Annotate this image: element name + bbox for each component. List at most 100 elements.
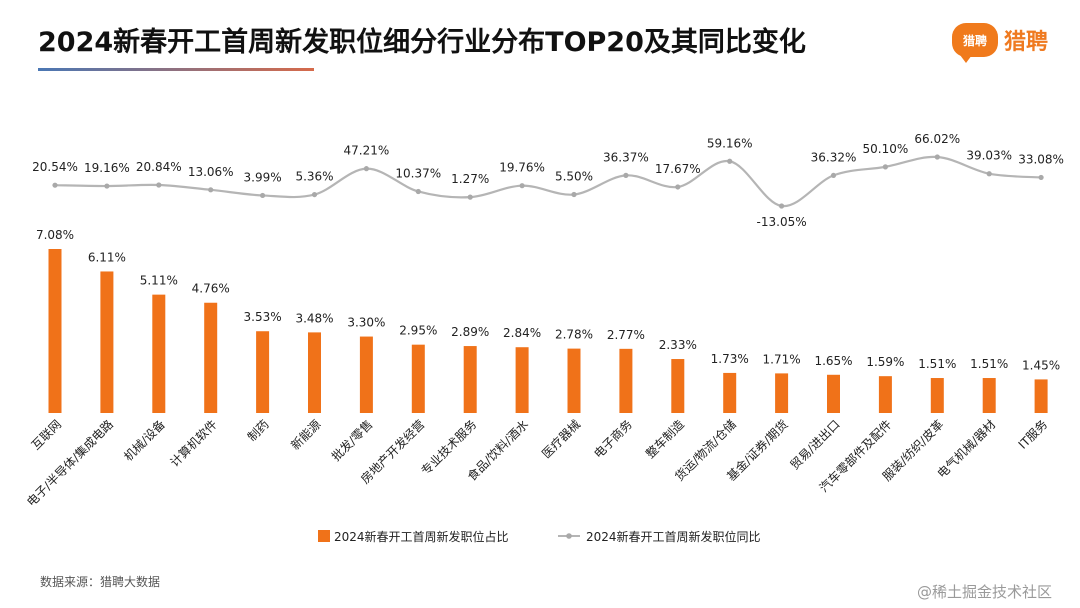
bar-value-label: 3.30% bbox=[347, 316, 385, 330]
yoy-value-label: 47.21% bbox=[344, 144, 390, 158]
yoy-value-label: 13.06% bbox=[188, 165, 234, 179]
logo-text: 猎聘 bbox=[1004, 30, 1049, 55]
legend-bar-swatch bbox=[318, 530, 330, 542]
yoy-value-label: 66.02% bbox=[914, 132, 960, 146]
yoy-value-label: 50.10% bbox=[863, 142, 909, 156]
yoy-point bbox=[727, 158, 733, 164]
bar-value-label: 1.65% bbox=[814, 354, 852, 368]
yoy-point bbox=[208, 187, 214, 193]
bar bbox=[256, 331, 270, 413]
bar-value-label: 2.78% bbox=[555, 328, 593, 342]
yoy-value-label: 19.16% bbox=[84, 161, 130, 175]
yoy-point bbox=[156, 182, 162, 188]
category-label: 整车制造 bbox=[642, 417, 687, 462]
yoy-point bbox=[986, 171, 992, 177]
line-layer: 20.54% 19.16% 20.84% 13.06% 3.99% 5.36% 47.21%… bbox=[32, 132, 1064, 229]
yoy-value-label: 33.08% bbox=[1018, 152, 1064, 166]
yoy-point bbox=[830, 172, 837, 179]
bar bbox=[1034, 379, 1048, 413]
yoy-point bbox=[363, 166, 369, 172]
bar-value-label: 1.51% bbox=[918, 357, 956, 371]
bar bbox=[567, 348, 581, 413]
bar bbox=[152, 294, 166, 413]
bar bbox=[723, 372, 737, 413]
yoy-value-label: 5.36% bbox=[295, 170, 333, 184]
yoy-value-label: 39.03% bbox=[966, 149, 1012, 163]
category-label: 电子商务 bbox=[590, 417, 635, 462]
bar bbox=[827, 374, 840, 413]
yoy-value-label: 20.84% bbox=[136, 160, 182, 174]
legend-line-label: 2024新春开工首周新发职位同比 bbox=[586, 529, 761, 544]
category-label: 制药 bbox=[245, 417, 272, 444]
legend-line-marker bbox=[566, 533, 572, 539]
bar bbox=[48, 249, 62, 413]
yoy-value-label: 5.50% bbox=[555, 170, 593, 184]
title-underline bbox=[38, 68, 314, 71]
bar-value-label: 2.77% bbox=[607, 328, 645, 342]
bar bbox=[878, 376, 892, 413]
bar bbox=[100, 271, 114, 413]
yoy-value-label: 19.76% bbox=[499, 161, 545, 175]
yoy-value-label: 59.16% bbox=[707, 136, 753, 150]
category-label: 机械/设备 bbox=[121, 417, 168, 464]
bar-value-label: 3.48% bbox=[295, 311, 333, 325]
bar-value-label: 2.33% bbox=[659, 338, 697, 352]
liepin-logo: 猎聘 猎聘 bbox=[952, 20, 1049, 63]
yoy-point bbox=[623, 172, 629, 178]
bar-value-label: 1.73% bbox=[711, 352, 749, 366]
chart-title: 2024新春开工首周新发职位细分行业分布TOP20及其同比变化 bbox=[38, 27, 806, 58]
bar-value-label: 2.95% bbox=[399, 324, 437, 338]
bar bbox=[619, 348, 633, 413]
yoy-point bbox=[882, 164, 889, 170]
legend: 2024新春开工首周新发职位占比 2024新春开工首周新发职位同比 bbox=[318, 529, 761, 544]
yoy-value-label: 3.99% bbox=[244, 170, 282, 184]
yoy-point bbox=[779, 203, 785, 209]
bar-value-label: 1.45% bbox=[1022, 358, 1060, 372]
bar bbox=[775, 373, 789, 413]
category-label: 批发/零售 bbox=[328, 417, 375, 464]
bar-value-label: 1.51% bbox=[970, 357, 1008, 371]
bar bbox=[671, 359, 685, 413]
category-label: 医疗器械 bbox=[539, 417, 584, 462]
yoy-point bbox=[104, 183, 110, 189]
bar-value-label: 6.11% bbox=[88, 250, 126, 264]
bar bbox=[515, 347, 529, 413]
bar-value-label: 2.84% bbox=[503, 326, 541, 340]
bar-value-label: 3.53% bbox=[244, 310, 282, 324]
yoy-value-label: 1.27% bbox=[451, 172, 489, 186]
logo-badge-icon: 猎聘 bbox=[952, 23, 998, 63]
watermark: @稀土掘金技术社区 bbox=[917, 583, 1053, 601]
yoy-point bbox=[52, 182, 58, 188]
bar bbox=[930, 378, 944, 413]
yoy-point bbox=[415, 188, 421, 195]
yoy-point bbox=[1038, 174, 1044, 181]
bar bbox=[308, 332, 321, 413]
bar-value-label: 2.89% bbox=[451, 325, 489, 339]
category-label: IT服务 bbox=[1015, 417, 1050, 452]
bar bbox=[204, 302, 218, 413]
bar bbox=[463, 346, 477, 413]
yoy-value-label: 17.67% bbox=[655, 162, 701, 176]
yoy-point bbox=[260, 192, 266, 199]
yoy-point bbox=[571, 191, 577, 198]
category-label: 贸易/进出口 bbox=[787, 417, 842, 472]
bar-value-label: 4.76% bbox=[192, 282, 230, 296]
bar-value-label: 1.71% bbox=[763, 352, 801, 366]
bar-value-label: 7.08% bbox=[36, 228, 74, 242]
yoy-value-label: -13.05% bbox=[757, 215, 807, 229]
yoy-point bbox=[675, 184, 681, 190]
yoy-point bbox=[467, 194, 473, 200]
data-source-note: 数据来源：猎聘大数据 bbox=[40, 575, 161, 589]
bar bbox=[359, 336, 373, 413]
bars-layer: 7.08% 6.11% 5.11% 4.76% 3.53% 3.48% 3.30% 2.95%… bbox=[36, 228, 1060, 413]
category-label: 互联网 bbox=[29, 417, 64, 452]
yoy-value-label: 20.54% bbox=[32, 160, 78, 174]
yoy-point bbox=[934, 154, 940, 160]
category-label: 新能源 bbox=[288, 417, 324, 453]
bar bbox=[982, 378, 996, 413]
category-label: 电子/半导体/集成电路 bbox=[23, 417, 116, 510]
category-label: 计算机软件 bbox=[167, 417, 220, 470]
yoy-line bbox=[54, 155, 1042, 208]
bar bbox=[411, 344, 425, 413]
